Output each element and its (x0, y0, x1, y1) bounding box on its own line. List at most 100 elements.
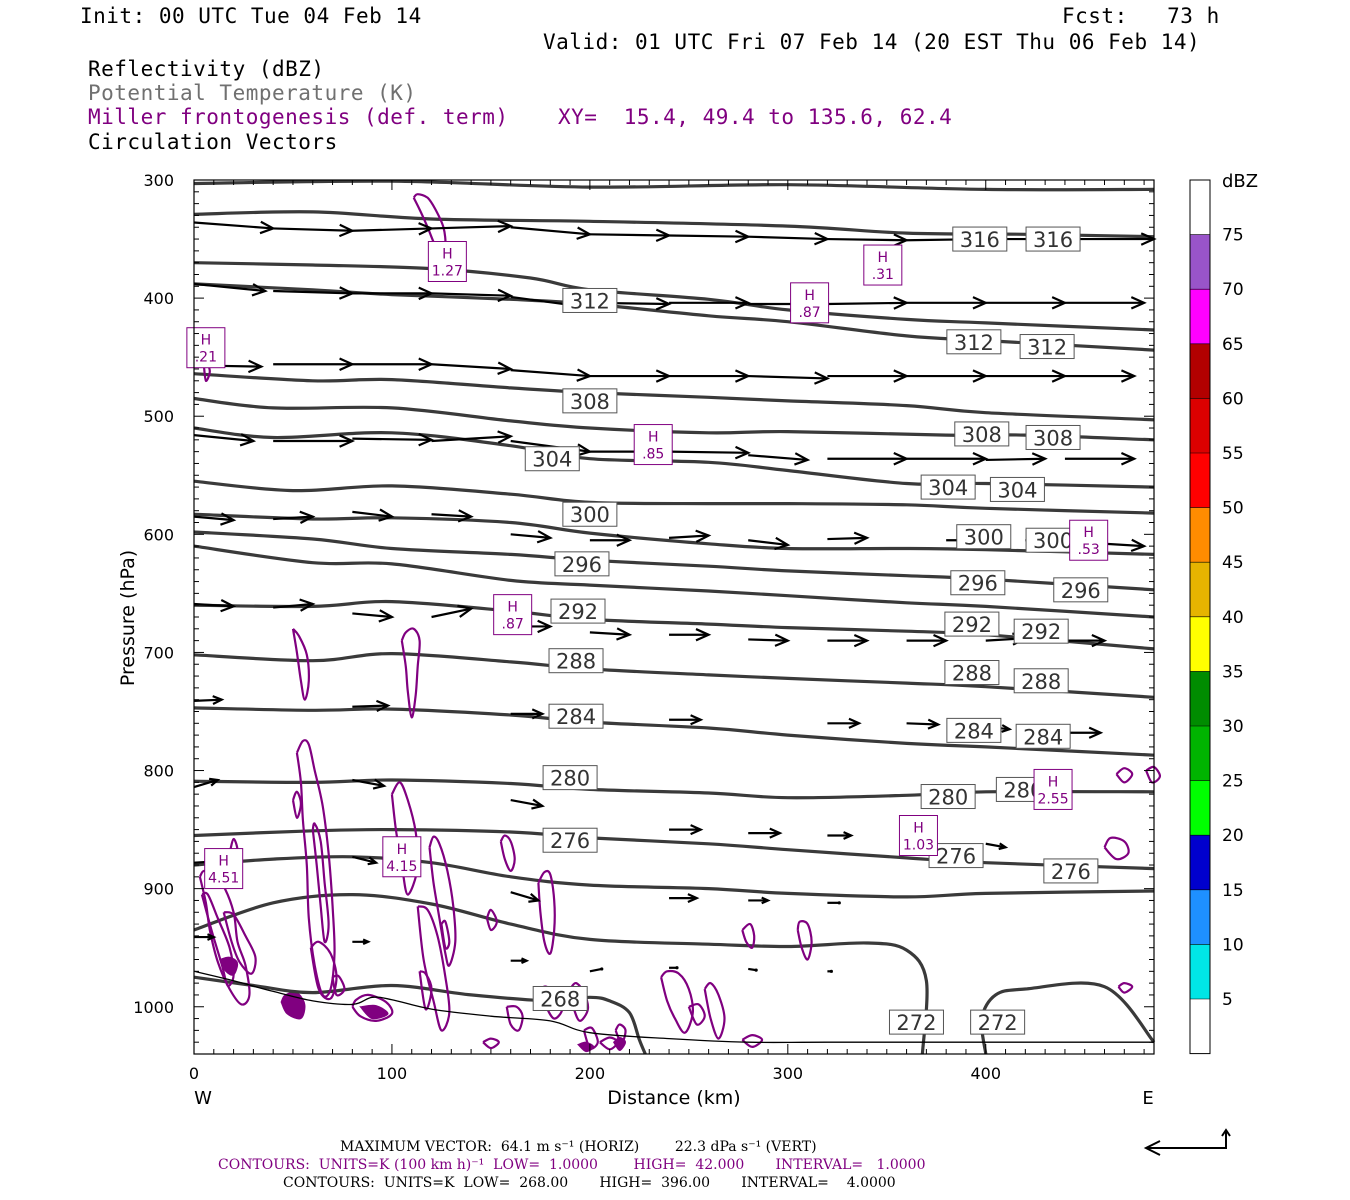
colorbar-swatch (1190, 453, 1210, 508)
circulation-vector (669, 893, 700, 904)
x-axis-west-label: W (194, 1088, 212, 1109)
colorbar-swatch (1190, 889, 1210, 945)
field-theta: Potential Temperature (K) (88, 81, 417, 105)
circulation-vector (431, 361, 514, 375)
valid-time: Valid: 01 UTC Fri 07 Feb 14 (20 EST Thu … (543, 30, 1201, 54)
theta-label: 292 (550, 598, 606, 624)
theta-label-text: 308 (1033, 426, 1073, 450)
fronto-max-label: H4.15 (382, 836, 422, 878)
circulation-vector (827, 233, 910, 247)
circulation-vector (273, 223, 356, 238)
x-tick-label: 100 (377, 1064, 408, 1083)
colorbar-swatch (1190, 835, 1210, 890)
colorbar-level-label: 15 (1222, 881, 1244, 901)
colorbar-swatch (1190, 343, 1210, 399)
theta-label: 304 (920, 474, 976, 500)
theta-label-text: 272 (978, 1011, 1018, 1035)
theta-label: 316 (952, 226, 1008, 252)
fronto-max-value: .31 (872, 267, 894, 283)
circulation-vector (827, 452, 910, 466)
theta-label: 296 (554, 551, 610, 577)
theta-label-text: 308 (570, 390, 610, 414)
fronto-max-label: H.21 (186, 327, 226, 369)
x-axis-title: Distance (km) (607, 1087, 740, 1109)
fronto-contour (582, 1026, 599, 1050)
colorbar-level-label: 10 (1222, 935, 1244, 955)
theta-label: 308 (954, 421, 1010, 447)
fronto-max-label: H.31 (863, 244, 903, 286)
circulation-vector (193, 777, 221, 789)
circulation-vector (668, 529, 712, 543)
colorbar-swatch (1190, 944, 1210, 999)
circulation-vector (827, 369, 910, 383)
colorbar-level-label: 20 (1222, 826, 1244, 846)
colorbar-swatch (1190, 398, 1210, 453)
colorbar-swatch (1190, 780, 1210, 836)
fronto-max-label: H.87 (493, 594, 533, 636)
circulation-vector (352, 855, 379, 866)
circulation-vector (827, 831, 854, 840)
fronto-max-H: H (1083, 525, 1094, 541)
fronto-max-value: .21 (195, 350, 217, 366)
theta-label: 288 (548, 648, 604, 674)
circulation-vector (510, 530, 553, 544)
y-tick-label: 1000 (133, 998, 174, 1017)
circulation-vector (669, 714, 704, 726)
theta-contour-304 (193, 479, 1155, 515)
circulation-vector (827, 969, 833, 973)
theta-label: 284 (946, 717, 1002, 743)
fronto-max-H: H (218, 854, 229, 870)
theta-contour-316 (193, 179, 1155, 192)
theta-label-text: 280 (928, 786, 968, 810)
circulation-vector (1064, 452, 1137, 466)
fronto-max-H: H (804, 288, 815, 304)
colorbar-level-label: 45 (1222, 553, 1244, 573)
colorbar-level-label: 40 (1222, 608, 1244, 628)
colorbar-swatch (1190, 234, 1210, 290)
fronto-contour (291, 628, 310, 701)
fronto-max-H: H (201, 333, 212, 349)
circulation-vector (985, 842, 1009, 851)
circulation-vector (827, 296, 910, 310)
theta-label: 288 (944, 660, 1000, 686)
y-tick-label: 800 (143, 762, 174, 781)
circulation-vector (273, 357, 356, 371)
fronto-max-value: .87 (502, 617, 524, 633)
theta-label-text: 276 (936, 845, 976, 869)
theta-label: 280 (542, 765, 598, 791)
theta-contour-312 (193, 261, 1155, 332)
cross-section-endpoints: XY= 15.4, 49.4 to 135.6, 62.4 (558, 105, 953, 129)
fronto-max-H: H (397, 842, 408, 858)
theta-label: 284 (1015, 723, 1071, 749)
colorbar-unit: dBZ (1222, 171, 1258, 192)
circulation-vector (748, 371, 831, 385)
circulation-vector (510, 891, 541, 903)
fronto-contour (400, 627, 421, 719)
theta-label-text: 312 (570, 289, 610, 313)
circulation-vector (748, 536, 791, 551)
fronto-max-value: .87 (798, 305, 820, 321)
fronto-max-value: 2.55 (1037, 791, 1068, 807)
theta-contour-316 (193, 210, 1155, 239)
theta-label: 308 (1025, 424, 1081, 450)
theta-label-text: 316 (1033, 228, 1073, 252)
theta-label: 288 (1013, 668, 1069, 694)
circulation-vector (1064, 296, 1147, 310)
circulation-vector (352, 609, 395, 623)
circulation-vector (669, 296, 751, 310)
circulation-vector (352, 286, 435, 301)
circulation-vector (906, 718, 941, 730)
theta-label-text: 312 (954, 331, 994, 355)
circulation-vector (985, 296, 1068, 310)
circulation-vector (985, 452, 1048, 466)
theta-label-text: 280 (550, 767, 590, 791)
colorbar-swatch (1190, 999, 1210, 1054)
fronto-contour (660, 969, 695, 1034)
field-frontogenesis: Miller frontogenesis (def. term) (88, 105, 509, 129)
colorbar-swatch (1190, 616, 1210, 672)
fronto-max-value: 4.15 (386, 859, 417, 875)
theta-contour-308 (193, 372, 1155, 422)
circulation-vector (431, 509, 474, 523)
theta-label: 292 (944, 611, 1000, 637)
circulation-vector (193, 282, 268, 297)
